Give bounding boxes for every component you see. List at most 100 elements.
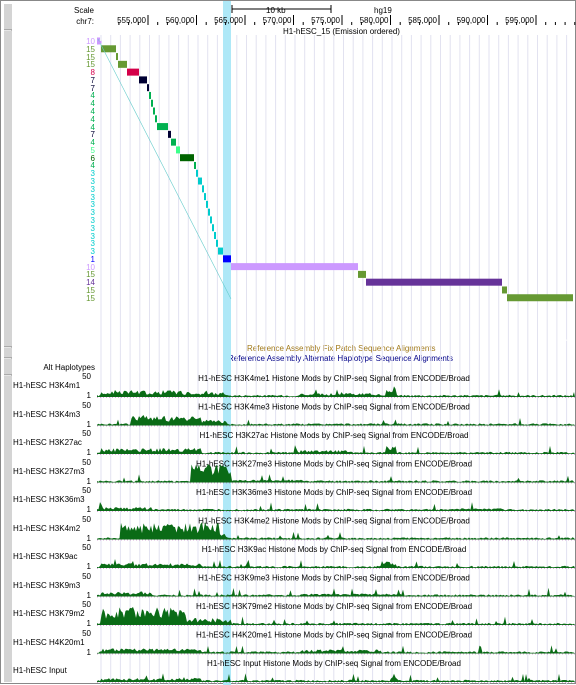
hmm-state-block [502,286,507,294]
track-drag-gutter[interactable] [4,4,12,682]
signal-track-title: H1-hESC H3K36me3 Histone Mods by ChIP-se… [196,488,472,497]
signal-track-name[interactable]: H1-hESC H4K20m1 [13,637,85,647]
position-tick-label: 580,000 [360,16,389,25]
y-axis-min: 1 [86,476,91,486]
hmm-state-label: 7 [90,83,95,93]
signal-area [97,522,575,540]
hmm-state-label: 4 [90,161,95,171]
position-tick-label: 565,000 [214,16,243,25]
hmm-state-block [210,216,212,224]
y-axis-max: 50 [82,571,91,581]
hmm-state-label: 4 [90,114,95,124]
position-tick-label: 555,000 [117,16,146,25]
signal-track-name[interactable]: H1-hESC H3K9m3 [13,580,81,590]
hmm-state-label: 3 [90,200,95,210]
hmm-state-label: 3 [90,192,95,202]
signal-track-name[interactable]: H1-hESC Input [13,666,67,675]
y-axis-min: 1 [86,391,91,400]
position-tick-label: 595,000 [505,16,534,25]
signal-area [97,645,575,654]
hmm-state-block [507,294,573,302]
hmm-state-label: 15 [86,60,95,70]
signal-area [97,587,575,597]
hmm-state-label: 4 [90,99,95,109]
y-axis-min: 1 [86,448,91,457]
left-continue-arrow: ◂ [98,39,102,46]
y-axis-max: 50 [82,600,91,609]
hmm-state-label: 15 [86,270,95,280]
signal-track-title: H1-hESC H3K4me3 Histone Mods by ChIP-seq… [198,403,470,412]
hmm-state-block [149,91,151,99]
hmm-state-block [97,37,100,45]
hmm-state-block [155,115,157,123]
hmm-state-label: 3 [90,247,95,257]
fix-patch-label[interactable]: Reference Assembly Fix Patch Sequence Al… [247,344,436,353]
hmm-state-label: 3 [90,184,95,194]
gutter-fix-patch[interactable] [4,348,12,358]
hmm-state-block [358,270,366,278]
hmm-state-block [101,45,116,53]
hmm-state-label: 4 [90,107,95,117]
y-axis-min: 1 [86,419,91,429]
gutter-ruler[interactable] [4,4,12,30]
hmm-state-label: 6 [90,153,95,163]
hmm-state-label: 3 [90,223,95,233]
hmm-state-label: 15 [86,293,95,303]
scale-bar-text: 10 kb [266,6,286,15]
hmm-state-label: 15 [86,52,95,62]
signal-track-title: H1-hESC H3K9ac Histone Mods by ChIP-seq … [202,545,467,554]
hmm-state-block [139,76,147,84]
hmm-state-block [218,247,223,255]
hmm-state-block [176,146,180,154]
hmm-state-block [180,154,194,162]
hmm-track-title[interactable]: H1-hESC_15 (Emission ordered) [283,27,400,36]
hmm-state-block [198,177,202,185]
signal-track-name[interactable]: H1-hESC H3K27m3 [13,466,85,476]
signal-area [97,673,575,682]
y-axis-max: 50 [82,457,91,467]
signal-track-title: H1-hESC H3K27me3 Histone Mods by ChIP-se… [196,460,472,469]
y-axis-max: 50 [82,543,91,552]
signal-track-name[interactable]: H1-hESC H3K79m2 [13,609,85,618]
signal-track-name[interactable]: H1-hESC H3K9ac [13,552,78,561]
hmm-state-label: 14 [86,278,95,288]
y-axis-min: 1 [86,647,91,657]
y-axis-max: 50 [82,486,91,495]
signal-track-name[interactable]: H1-hESC H3K4m2 [13,523,81,533]
hmm-state-block [157,123,168,131]
y-axis-max: 50 [82,372,91,381]
alt-haplotypes-side-label[interactable]: Alt Haplotypes [43,363,95,372]
hmm-state-label: 10 [86,262,95,272]
hmm-state-label: 3 [90,231,95,241]
hmm-state-label: 7 [90,75,95,85]
alt-haplo-label[interactable]: Reference Assembly Alternate Haplotype S… [228,354,454,363]
hmm-state-block [223,255,231,263]
signal-track-title: H1-hESC H3K27ac Histone Mods by ChIP-seq… [200,431,469,440]
hmm-state-block [116,53,118,61]
hmm-state-label: 5 [90,145,95,155]
hmm-state-label: 3 [90,239,95,249]
signal-track-name[interactable]: H1-hESC H3K4m3 [13,409,81,419]
signal-area [97,386,575,397]
assembly-label: hg19 [374,6,392,15]
gutter-hmm-track[interactable] [4,31,12,347]
signal-track-name[interactable]: H1-hESC H3K27ac [13,438,82,447]
highlight-region [223,1,231,685]
gutter-alt-haplo[interactable] [4,359,12,375]
gutter-signal-tracks[interactable] [4,376,12,682]
hmm-state-block [118,60,127,68]
signal-track-name[interactable]: H1-hESC H3K4m1 [13,381,81,390]
hmm-connector-line [97,38,232,300]
hmm-state-block [206,200,208,208]
hmm-state-label: 4 [90,91,95,101]
y-axis-max: 50 [82,429,91,438]
hmm-state-block [194,161,196,169]
hmm-state-block [208,208,210,216]
hmm-state-block [168,130,171,138]
signal-track-title: H1-hESC H3K4me1 Histone Mods by ChIP-seq… [198,374,470,383]
hmm-state-label: 15 [86,285,95,295]
signal-track-name[interactable]: H1-hESC H3K36m3 [13,495,85,504]
hmm-state-label: 3 [90,177,95,187]
position-tick-label: 570,000 [263,16,292,25]
